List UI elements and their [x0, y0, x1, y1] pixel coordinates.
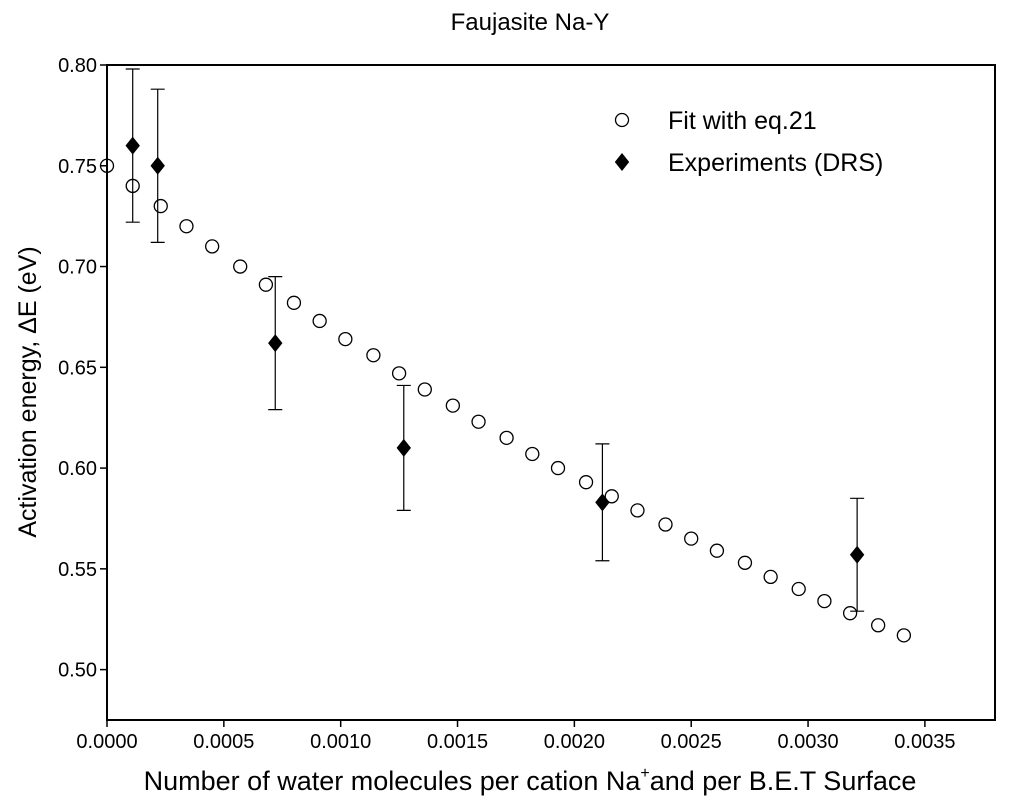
x-tick-label: 0.0030	[777, 731, 838, 753]
circle-marker	[312, 313, 327, 329]
circle-marker	[684, 531, 699, 546]
diamond-marker	[125, 136, 140, 155]
circle-marker	[871, 618, 886, 633]
x-tick-label: 0.0015	[427, 731, 488, 753]
diamond-marker	[595, 493, 610, 512]
diamond-marker	[849, 545, 865, 564]
circle-marker	[658, 517, 673, 532]
x-label-text: Number of water molecules per cation Na	[144, 766, 642, 796]
chart-title: Faujasite Na-Y	[451, 9, 610, 36]
circle-marker	[737, 555, 753, 570]
x-tick-label: 0.0005	[193, 731, 254, 753]
circle-marker	[817, 593, 832, 609]
diamond-marker	[268, 334, 283, 353]
circle-marker	[233, 259, 248, 274]
circle-marker	[99, 158, 115, 173]
circle-marker	[499, 430, 514, 445]
circle-marker	[550, 460, 566, 476]
x-label-text: and per B.E.T Surface	[650, 766, 917, 796]
x-tick-label: 0.0000	[76, 731, 137, 753]
plot-frame	[106, 64, 996, 721]
circle-marker	[578, 475, 594, 490]
circle-marker	[842, 606, 858, 621]
circle-marker	[205, 239, 220, 254]
circle-marker	[604, 489, 619, 504]
x-label-superscript: +	[640, 765, 649, 782]
y-tick-label: 0.75	[58, 156, 97, 178]
circle-marker	[471, 414, 486, 429]
x-tick-label: 0.0025	[661, 731, 722, 753]
circle-marker	[896, 628, 912, 643]
x-tick-label: 0.0020	[544, 731, 605, 753]
y-axis-label: Activation energy, ΔE (eV)	[14, 246, 42, 537]
circle-marker	[258, 277, 274, 292]
circle-marker	[763, 569, 778, 585]
circle-marker	[391, 366, 407, 381]
diamond-marker	[150, 156, 165, 175]
y-tick-label: 0.60	[58, 458, 97, 480]
x-tick-label: 0.0035	[894, 731, 955, 753]
diamond-marker	[396, 438, 411, 457]
circle-marker	[153, 198, 168, 214]
circle-marker	[791, 581, 806, 597]
y-tick-label: 0.80	[58, 55, 97, 77]
circle-marker	[366, 348, 381, 363]
x-axis-label: Number of water molecules per cation Na+…	[144, 765, 917, 796]
circle-marker	[525, 446, 540, 462]
y-tick-label: 0.50	[58, 660, 97, 682]
circle-marker	[445, 398, 461, 413]
legend-label: Fit with eq.21	[668, 107, 817, 135]
y-tick-label: 0.70	[58, 257, 97, 279]
circle-marker	[179, 219, 194, 234]
y-tick-label: 0.65	[58, 357, 97, 379]
circle-marker	[630, 503, 645, 518]
circle-marker	[417, 382, 432, 397]
legend-label: Experiments (DRS)	[668, 149, 883, 177]
circle-marker	[709, 543, 725, 558]
legend-marker	[614, 153, 630, 171]
x-tick-label: 0.0010	[310, 731, 371, 753]
legend-marker	[614, 112, 630, 128]
y-tick-label: 0.55	[58, 559, 97, 581]
circle-marker	[338, 331, 353, 347]
circle-marker	[286, 295, 302, 310]
